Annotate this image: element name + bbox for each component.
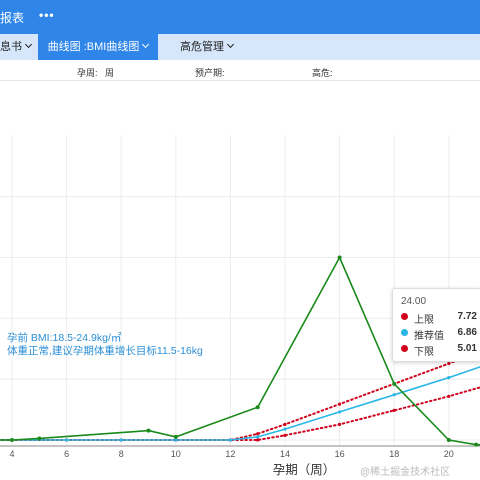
- tooltip-row-upper: 上限 7.72: [401, 310, 477, 326]
- info-bar: 孕周: 周 预产期: 高危:: [0, 60, 480, 80]
- data-point: [10, 438, 14, 442]
- x-tick-label: 4: [9, 449, 14, 459]
- tooltip-row-label: 下限: [414, 347, 434, 358]
- x-tick-label: 20: [444, 449, 454, 459]
- data-point: [338, 402, 342, 406]
- tab-bmi-curve[interactable]: 曲线图 :BMI曲线图: [38, 34, 158, 60]
- x-tick-label: 12: [225, 449, 235, 459]
- data-point: [283, 422, 287, 426]
- tooltip-row-value: 7.72: [457, 311, 477, 322]
- data-point: [447, 361, 451, 366]
- x-tick-label: 6: [64, 449, 69, 459]
- data-point: [447, 394, 451, 398]
- tab-risk-management[interactable]: 高危管理: [180, 34, 240, 60]
- data-point: [283, 433, 287, 437]
- data-point: [337, 255, 342, 260]
- tab-risk-management-label: 高危管理: [180, 41, 224, 53]
- chart-tooltip: 24.00 上限 7.72 推荐值 6.86 下限 5.01: [392, 288, 480, 362]
- tooltip-row-value: 5.01: [457, 343, 477, 354]
- risk-label: 高危:: [312, 68, 333, 78]
- tooltip-row-value: 6.86: [457, 327, 477, 338]
- data-point: [474, 442, 479, 447]
- x-tick-label: 18: [389, 449, 399, 459]
- legend-dot-icon: [401, 313, 408, 320]
- data-point: [283, 427, 287, 431]
- data-point: [228, 438, 232, 442]
- tooltip-row-lower: 下限 5.01: [401, 342, 477, 358]
- data-point: [446, 438, 451, 442]
- title-bar: 报表 •••: [0, 0, 480, 34]
- tab-info-label: 息书: [0, 41, 22, 53]
- data-point: [65, 438, 69, 442]
- due-date-label: 预产期:: [195, 68, 225, 78]
- data-point: [174, 438, 178, 442]
- more-menu-button[interactable]: •••: [39, 8, 55, 22]
- data-point: [256, 435, 260, 439]
- data-point: [173, 434, 178, 439]
- bmi-range-text: 孕前 BMI:18.5-24.9kg/㎡: [7, 332, 122, 344]
- x-tick-label: 14: [280, 449, 290, 459]
- tooltip-row-recommended: 推荐值 6.86: [401, 326, 477, 342]
- tab-bar: 息书 曲线图 :BMI曲线图 高危管理: [0, 34, 480, 60]
- data-point: [119, 438, 123, 442]
- x-tick-label: 16: [335, 449, 345, 459]
- tooltip-title: 24.00: [401, 296, 427, 307]
- data-point: [392, 393, 396, 397]
- weight-gain-target-text: 体重正常,建议孕期体重增长目标11.5-16kg: [7, 345, 203, 357]
- app-title: 报表: [0, 11, 25, 25]
- watermark: @稀土掘金技术社区: [360, 467, 451, 478]
- data-point: [256, 438, 260, 442]
- data-point: [146, 428, 151, 433]
- data-point: [447, 376, 451, 380]
- tooltip-row-label: 推荐值: [414, 331, 444, 342]
- data-point: [37, 436, 42, 441]
- x-tick-label: 8: [119, 449, 124, 459]
- data-point: [392, 408, 396, 412]
- data-point: [338, 410, 342, 414]
- tooltip-row-label: 上限: [414, 315, 434, 326]
- x-tick-label: 10: [171, 449, 181, 459]
- tab-info[interactable]: 息书: [0, 34, 38, 60]
- data-point: [338, 422, 342, 426]
- legend-dot-icon: [401, 329, 408, 336]
- bmi-annotation: 孕前 BMI:18.5-24.9kg/㎡ 体重正常,建议孕期体重增长目标11.5…: [7, 332, 203, 358]
- data-point: [255, 405, 260, 410]
- header-divider: [0, 80, 480, 81]
- gestation-week-unit: 周: [105, 68, 115, 78]
- x-axis-label: 孕期（周）: [273, 463, 336, 477]
- legend-dot-icon: [401, 345, 408, 352]
- gestation-week-label: 孕周:: [77, 68, 98, 78]
- tab-bmi-curve-label: 曲线图 :BMI曲线图: [47, 41, 140, 53]
- data-point: [392, 381, 397, 386]
- data-point: [256, 432, 260, 436]
